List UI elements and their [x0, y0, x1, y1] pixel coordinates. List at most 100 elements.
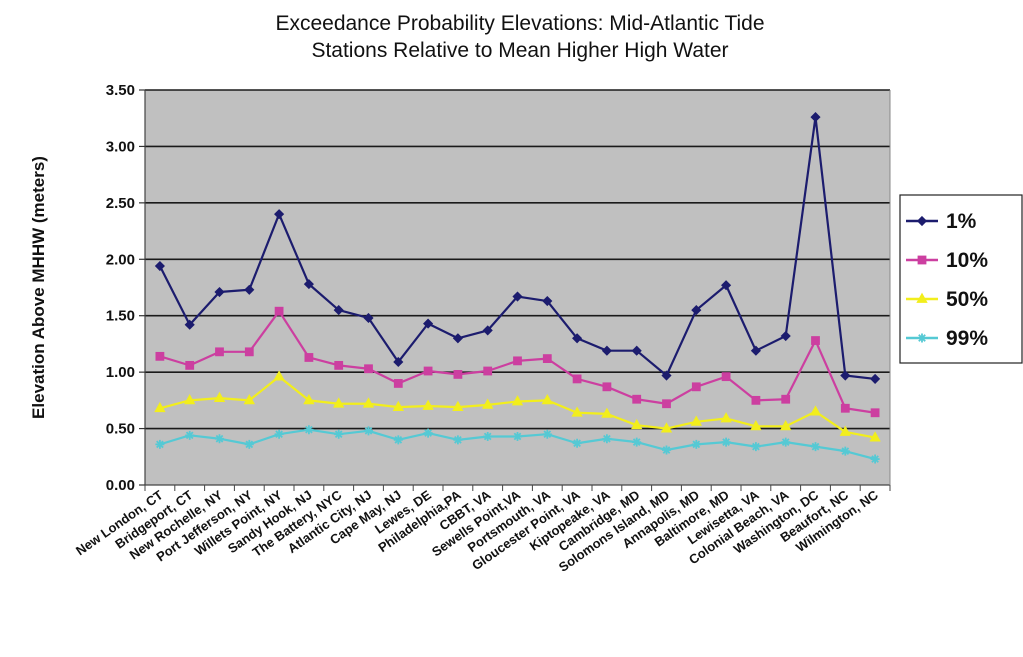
point	[917, 255, 927, 265]
point	[602, 382, 612, 392]
point	[423, 366, 433, 376]
point	[423, 428, 433, 438]
series-diamond	[154, 112, 881, 384]
point	[840, 403, 850, 413]
point	[511, 395, 524, 406]
point	[453, 435, 463, 445]
point	[780, 330, 791, 342]
y-axis-label: Elevation Above MHHW (meters)	[29, 156, 48, 419]
y-tick-label: 3.50	[106, 82, 135, 99]
point	[154, 260, 165, 272]
point	[720, 412, 732, 423]
point	[751, 395, 761, 405]
point	[840, 446, 850, 456]
plot-area	[145, 90, 890, 485]
legend-label: 99%	[946, 327, 988, 350]
point	[304, 425, 314, 435]
point	[483, 431, 493, 441]
point	[215, 347, 224, 357]
legend-label: 50%	[946, 288, 988, 311]
point	[215, 434, 224, 444]
point	[571, 406, 583, 417]
point	[691, 382, 701, 392]
legend: 1% 10% 50% 99%	[899, 194, 1023, 364]
point	[840, 370, 851, 381]
legend-item: 99%	[906, 327, 988, 350]
point	[542, 295, 553, 307]
series-square	[155, 306, 880, 418]
point	[572, 333, 583, 344]
y-tick-label: 2.00	[106, 251, 135, 268]
point	[155, 439, 165, 449]
point	[273, 370, 285, 381]
point	[243, 394, 255, 405]
point	[513, 356, 522, 366]
point	[750, 345, 761, 356]
y-tick-label: 2.50	[106, 195, 135, 212]
point	[333, 397, 345, 408]
point	[363, 312, 374, 324]
point	[811, 336, 820, 345]
point	[452, 333, 463, 344]
point	[916, 292, 928, 303]
chart-title-line-2: Stations Relative to Mean Higher High Wa…	[311, 39, 729, 62]
point	[362, 397, 375, 408]
point	[185, 430, 195, 440]
point	[916, 215, 928, 227]
y-tick-label: 1.00	[106, 364, 135, 381]
point	[661, 370, 672, 381]
point	[483, 366, 493, 376]
point	[632, 394, 642, 404]
point	[691, 439, 701, 449]
point	[809, 405, 822, 416]
point	[781, 394, 791, 404]
point	[721, 437, 731, 447]
point	[870, 408, 880, 418]
point	[244, 284, 255, 295]
point	[751, 442, 761, 452]
y-tick-label: 0.50	[106, 421, 135, 438]
point	[244, 439, 254, 449]
grid-lines	[145, 89, 890, 430]
point	[393, 356, 404, 368]
point	[274, 209, 285, 220]
point	[542, 429, 552, 439]
point	[917, 333, 927, 343]
axes	[144, 90, 891, 486]
point	[870, 373, 881, 384]
point	[303, 394, 315, 405]
point	[601, 407, 613, 418]
legend-item: 1%	[906, 210, 977, 233]
point	[781, 437, 791, 447]
point	[572, 374, 582, 384]
point	[512, 291, 523, 302]
point	[155, 351, 165, 361]
point	[453, 369, 463, 379]
legend-item: 10%	[906, 249, 988, 272]
point	[214, 286, 225, 298]
point	[393, 379, 403, 388]
point	[334, 429, 344, 439]
point	[602, 434, 612, 444]
chart-title-line-1: Exceedance Probability Elevations: Mid-A…	[275, 12, 765, 35]
series-triangle	[154, 370, 881, 442]
series-layer	[154, 112, 881, 464]
point	[364, 426, 373, 436]
point	[662, 399, 671, 409]
point	[721, 372, 731, 382]
point	[274, 306, 284, 316]
point	[213, 391, 226, 403]
y-tick-label: 0.00	[106, 477, 135, 494]
point	[721, 280, 732, 291]
series-star	[155, 425, 880, 464]
y-tick-label: 3.00	[106, 138, 135, 155]
point	[185, 360, 195, 370]
point	[423, 318, 434, 329]
point	[393, 435, 403, 445]
point	[422, 399, 434, 410]
point	[750, 419, 762, 431]
point	[660, 422, 673, 433]
point	[392, 400, 404, 412]
